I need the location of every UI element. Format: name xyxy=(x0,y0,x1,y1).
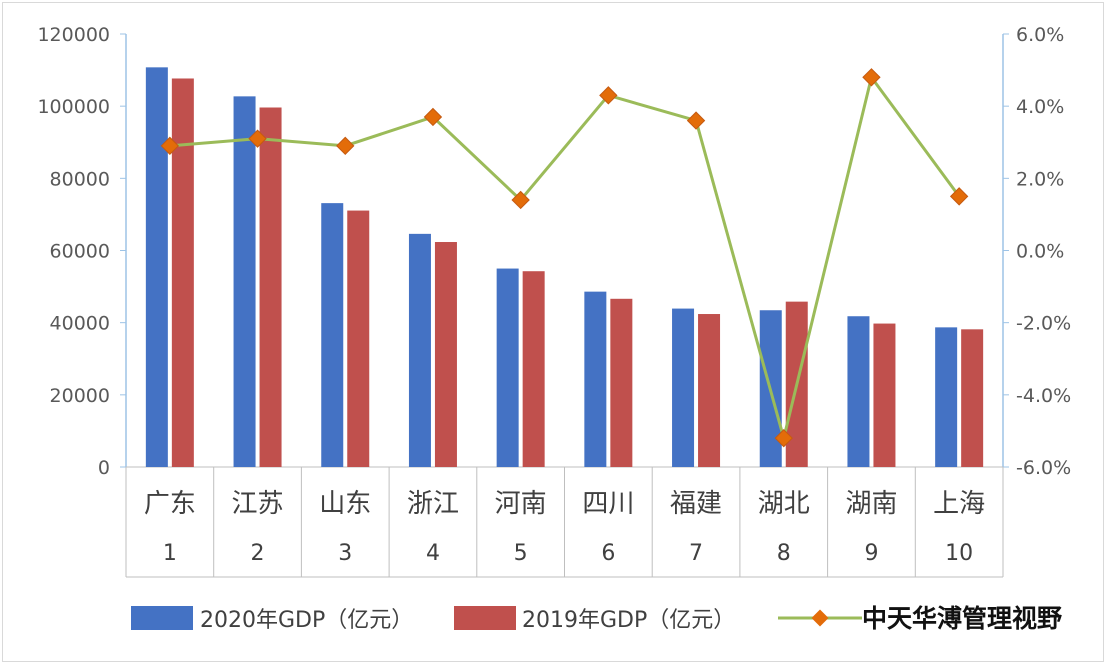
rank-label: 1 xyxy=(163,541,177,566)
rank-label: 3 xyxy=(338,541,352,566)
bar-2019-2 xyxy=(259,107,282,467)
bar-2020-2 xyxy=(233,96,256,468)
growth-point-4 xyxy=(423,107,443,127)
rank-label: 2 xyxy=(251,541,265,566)
bar-2019-7 xyxy=(698,314,721,467)
category-label: 浙江 xyxy=(407,489,459,519)
bar-2020-7 xyxy=(672,308,695,467)
right-axis-tick-label: 2.0% xyxy=(1016,168,1064,190)
bar-2019-3 xyxy=(347,210,370,467)
rank-label: 5 xyxy=(514,541,528,566)
right-axis-tick-label: 6.0% xyxy=(1016,24,1064,46)
growth-line xyxy=(169,73,961,445)
legend-swatch-2020 xyxy=(131,606,193,630)
left-axis-tick-label: 100000 xyxy=(37,96,110,118)
category-label: 湖南 xyxy=(845,489,897,519)
bar-2019-9 xyxy=(873,323,896,467)
category-label: 山东 xyxy=(319,489,371,519)
bar-2020-5 xyxy=(496,268,519,467)
legend-label-2019: 2019年GDP（亿元） xyxy=(522,608,735,633)
category-label: 福建 xyxy=(670,489,722,519)
left-axis-tick-label: 20000 xyxy=(50,385,110,407)
bar-2019-6 xyxy=(610,298,633,467)
bar-2019-5 xyxy=(522,271,545,467)
legend-label-2020: 2020年GDP（亿元） xyxy=(200,608,413,633)
left-axis-tick-label: 0 xyxy=(98,457,110,479)
growth-point-5 xyxy=(511,190,530,210)
right-axis-tick-label: -6.0% xyxy=(1016,457,1071,479)
growth-point-2 xyxy=(248,129,267,148)
growth-point-6 xyxy=(599,86,618,105)
rank-label: 8 xyxy=(777,541,791,566)
category-label: 河南 xyxy=(495,489,547,519)
growth-point-3 xyxy=(336,136,355,156)
right-axis-tick-label: 4.0% xyxy=(1016,96,1064,118)
legend-swatch-2019 xyxy=(454,606,516,630)
watermark-text: 中天华溥管理视野 xyxy=(862,604,1062,633)
category-label: 四川 xyxy=(582,489,634,519)
bar-2020-10 xyxy=(935,327,958,467)
growth-point-8 xyxy=(774,428,793,448)
rank-label: 9 xyxy=(864,541,878,566)
right-axis-tick-label: 0.0% xyxy=(1016,241,1064,263)
bar-2019-4 xyxy=(434,242,457,467)
rank-label: 4 xyxy=(426,541,440,566)
growth-point-10 xyxy=(949,187,969,206)
growth-point-9 xyxy=(862,68,881,87)
right-axis-tick-label: -2.0% xyxy=(1016,313,1071,335)
right-axis-tick-label: -4.0% xyxy=(1016,385,1071,407)
category-label: 上海 xyxy=(933,489,985,519)
rank-label: 6 xyxy=(601,541,615,566)
category-label: 湖北 xyxy=(758,489,810,519)
rank-label: 7 xyxy=(689,541,703,566)
bar-2020-3 xyxy=(321,203,344,467)
bar-2020-4 xyxy=(408,233,431,467)
bar-2020-1 xyxy=(145,67,168,467)
left-axis-tick-label: 40000 xyxy=(50,313,110,335)
left-axis-tick-label: 80000 xyxy=(50,168,110,190)
legend-swatch-growth-marker xyxy=(811,609,829,627)
bar-2019-1 xyxy=(171,78,194,467)
left-axis-tick-label: 120000 xyxy=(37,24,110,46)
left-axis-tick-label: 60000 xyxy=(50,241,110,263)
bar-2020-9 xyxy=(847,316,870,467)
rank-label: 10 xyxy=(945,541,973,566)
bar-2020-6 xyxy=(584,291,607,467)
bar-2019-10 xyxy=(961,329,984,467)
category-label: 江苏 xyxy=(232,489,284,519)
growth-point-1 xyxy=(160,136,180,156)
category-label: 广东 xyxy=(144,489,196,519)
growth-point-7 xyxy=(686,111,706,130)
